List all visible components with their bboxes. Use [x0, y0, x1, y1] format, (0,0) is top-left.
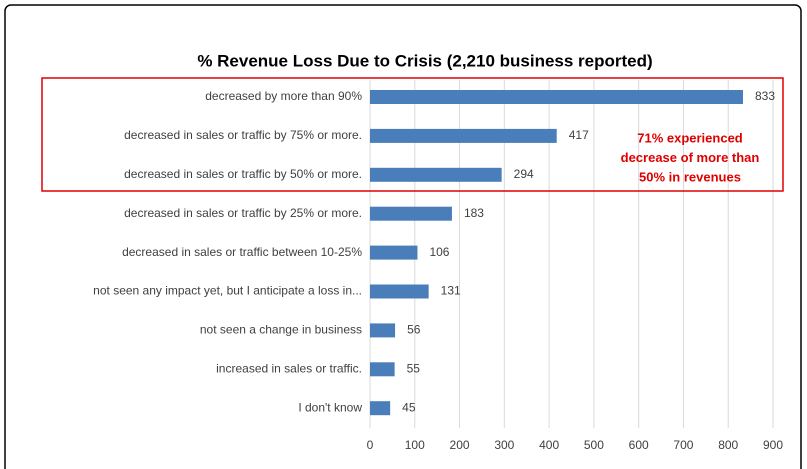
annotation: 71% experienced	[637, 130, 743, 145]
data-label: 106	[429, 245, 449, 259]
data-label: 45	[402, 400, 416, 414]
x-tick-label: 900	[763, 438, 783, 452]
y-tick-label: not seen any impact yet, but I anticipat…	[93, 284, 362, 298]
bar	[370, 401, 391, 416]
y-tick-label: I don't know	[298, 400, 362, 414]
y-tick-label: decreased by more than 90%	[205, 89, 362, 103]
x-tick-label: 100	[405, 438, 425, 452]
bar	[370, 245, 418, 260]
x-tick-label: 600	[629, 438, 649, 452]
bar	[370, 323, 396, 338]
annotation: decrease of more than	[621, 150, 760, 165]
y-tick-label: decreased in sales or traffic by 75% or …	[124, 128, 362, 142]
x-tick-label: 200	[450, 438, 470, 452]
data-label: 417	[569, 128, 589, 142]
x-tick-label: 500	[584, 438, 604, 452]
bar	[370, 206, 452, 221]
bar	[370, 284, 429, 299]
y-tick-label: decreased in sales or traffic by 25% or …	[124, 206, 362, 220]
x-tick-label: 700	[673, 438, 693, 452]
annotation: 50% in revenues	[639, 169, 741, 184]
chart-title: % Revenue Loss Due to Crisis (2,210 busi…	[197, 51, 652, 70]
x-tick-label: 800	[718, 438, 738, 452]
y-tick-label: decreased in sales or traffic by 50% or …	[124, 167, 362, 181]
highlight-box	[41, 77, 784, 192]
bar	[370, 167, 502, 182]
data-label: 56	[407, 323, 421, 337]
data-label: 294	[514, 167, 534, 181]
y-tick-label: increased in sales or traffic.	[216, 361, 362, 375]
bar	[370, 128, 557, 143]
y-tick-label: decreased in sales or traffic between 10…	[122, 245, 362, 259]
x-tick-label: 0	[367, 438, 374, 452]
bar	[370, 90, 743, 104]
data-label: 131	[441, 284, 461, 298]
bar	[370, 362, 395, 377]
x-tick-label: 300	[494, 438, 514, 452]
data-label: 833	[755, 89, 775, 103]
chart-border	[4, 4, 802, 469]
x-tick-label: 400	[539, 438, 559, 452]
data-label: 183	[464, 206, 484, 220]
data-label: 55	[407, 361, 421, 375]
y-tick-label: not seen a change in business	[200, 323, 362, 337]
